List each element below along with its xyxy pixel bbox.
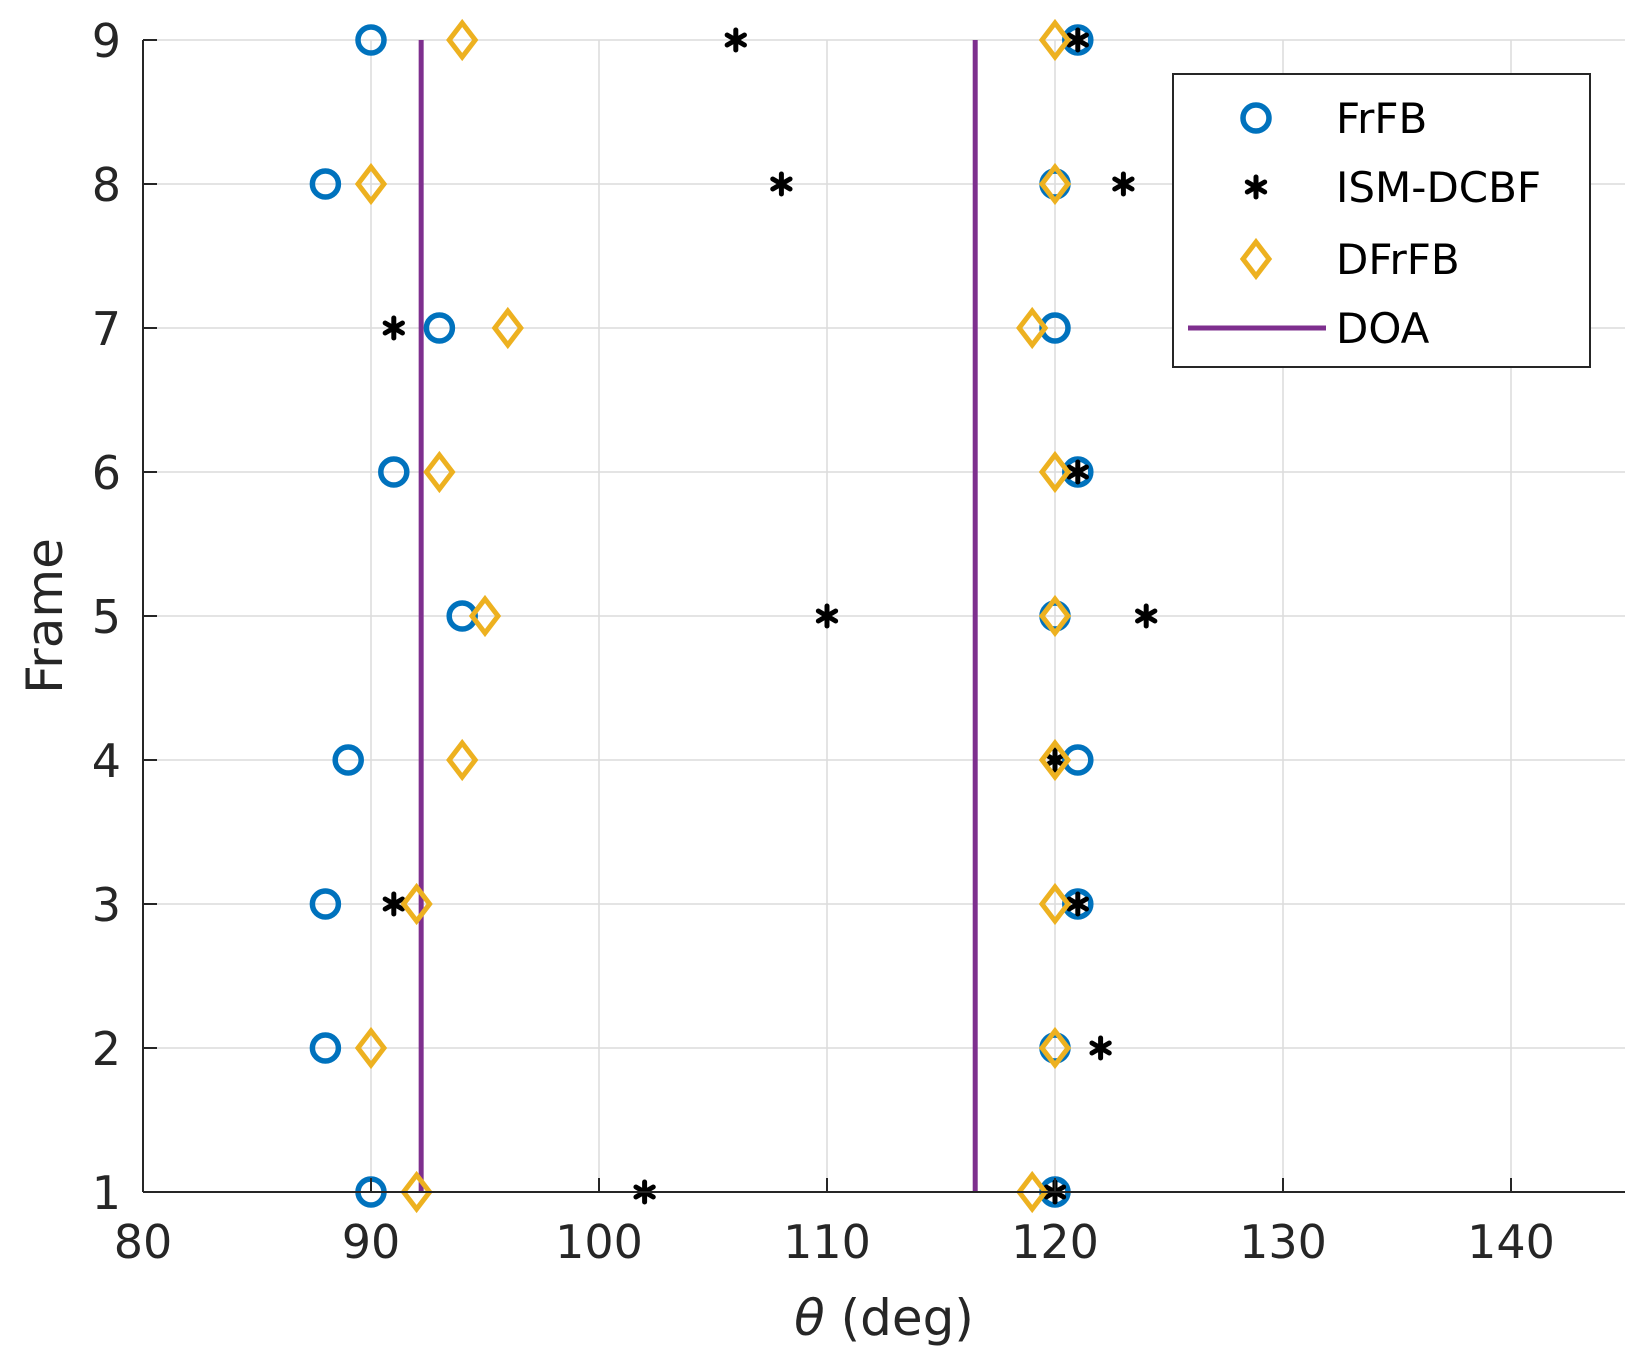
dfrfb-point <box>423 450 456 494</box>
y-tick-label: 7 <box>92 302 121 356</box>
x-axis-label-symbol: θ <box>794 1289 825 1347</box>
dfrfb-point <box>446 738 479 782</box>
x-tick-label: 100 <box>555 1215 643 1269</box>
x-axis-label-unit: (deg) <box>841 1289 974 1347</box>
x-tick-label: 80 <box>114 1215 173 1269</box>
frfb-point <box>309 1032 342 1064</box>
series-dfrfb <box>354 18 1072 1214</box>
legend-item-doa: DOA <box>1188 304 1430 353</box>
dfrfb-point <box>1038 882 1072 926</box>
frfb-point <box>1062 888 1094 920</box>
y-tick-label: 9 <box>92 14 121 68</box>
legend-item-frfb: FrFB <box>1240 94 1427 143</box>
dfrfb-point <box>354 162 388 206</box>
legend-label-dfrfb: DFrFB <box>1336 235 1460 284</box>
legend-label-ism-dcbf: ISM-DCBF <box>1336 163 1541 212</box>
dfrfb-point <box>1038 738 1072 782</box>
x-tick-label: 110 <box>783 1215 871 1269</box>
ism-dcbf-point <box>1043 747 1067 773</box>
dfrfb-point <box>400 882 433 926</box>
ism-dcbf-point <box>1135 603 1158 629</box>
ticks: 80 90 100 110 120 130 140 1 2 3 4 5 6 7 8 9 <box>92 14 1555 1269</box>
legend-diamond-marker <box>1239 237 1273 281</box>
ism-dcbf-point <box>815 603 839 629</box>
frfb-point <box>309 168 342 200</box>
dfrfb-point <box>1016 1170 1049 1214</box>
dfrfb-point <box>1016 306 1049 350</box>
x-tick-label: 140 <box>1467 1215 1555 1269</box>
ism-dcbf-point <box>1066 27 1089 53</box>
dfrfb-point <box>354 1026 388 1070</box>
dfrfb-point <box>400 1170 433 1214</box>
ism-dcbf-point <box>382 315 405 341</box>
frfb-point <box>332 744 364 776</box>
frfb-point <box>446 600 478 632</box>
legend-label-doa: DOA <box>1336 304 1430 353</box>
doa-lines <box>418 40 978 1192</box>
ism-dcbf-point <box>382 891 405 917</box>
frfb-point <box>423 312 456 344</box>
y-tick-label: 1 <box>92 1166 121 1220</box>
frfb-point <box>1062 456 1094 488</box>
y-axis-label: Frame <box>16 538 74 694</box>
y-tick-label: 3 <box>92 878 121 932</box>
dfrfb-point <box>491 306 524 350</box>
dfrfb-point <box>1038 450 1072 494</box>
frfb-point <box>378 456 410 488</box>
frfb-point <box>1039 312 1071 344</box>
legend: FrFB ISM-DCBF DFrFB DOA <box>1172 73 1591 368</box>
legend-asterisk-marker <box>1244 174 1268 200</box>
x-tick-label: 120 <box>1011 1215 1099 1269</box>
legend-label-frfb: FrFB <box>1336 94 1427 143</box>
y-tick-label: 2 <box>92 1022 121 1076</box>
ism-dcbf-point <box>1112 171 1135 197</box>
dfrfb-point <box>1038 162 1072 206</box>
legend-circle-marker <box>1240 102 1272 134</box>
series-ism-dcbf <box>382 27 1158 1205</box>
dfrfb-point <box>1038 1026 1072 1070</box>
series-frfb <box>309 24 1094 1208</box>
frfb-point <box>1062 24 1094 56</box>
x-tick-label: 90 <box>342 1215 401 1269</box>
ism-dcbf-point <box>770 171 793 197</box>
y-tick-label: 4 <box>92 734 121 788</box>
y-tick-label: 5 <box>92 590 121 644</box>
dfrfb-point <box>1038 18 1072 62</box>
legend-item-dfrfb: DFrFB <box>1239 235 1460 284</box>
legend-item-ism-dcbf: ISM-DCBF <box>1244 163 1541 212</box>
dfrfb-point <box>446 18 479 62</box>
x-tick-label: 130 <box>1239 1215 1327 1269</box>
frfb-point <box>1062 744 1094 776</box>
x-axis-label: θ (deg) <box>794 1289 974 1347</box>
y-tick-label: 8 <box>92 158 121 212</box>
frfb-point <box>355 24 387 56</box>
markers <box>309 18 1158 1214</box>
ism-dcbf-point <box>1066 459 1089 485</box>
dfrfb-point <box>1038 594 1072 638</box>
ism-dcbf-point <box>724 27 747 53</box>
ism-dcbf-point <box>1066 891 1089 917</box>
dfrfb-point <box>468 594 502 638</box>
frfb-point <box>309 888 342 920</box>
y-tick-label: 6 <box>92 446 121 500</box>
ism-dcbf-point <box>1089 1035 1112 1061</box>
